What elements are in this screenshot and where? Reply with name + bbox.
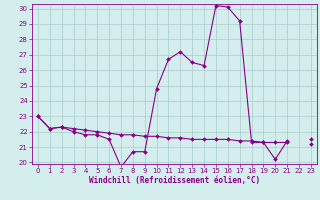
- X-axis label: Windchill (Refroidissement éolien,°C): Windchill (Refroidissement éolien,°C): [89, 176, 260, 185]
